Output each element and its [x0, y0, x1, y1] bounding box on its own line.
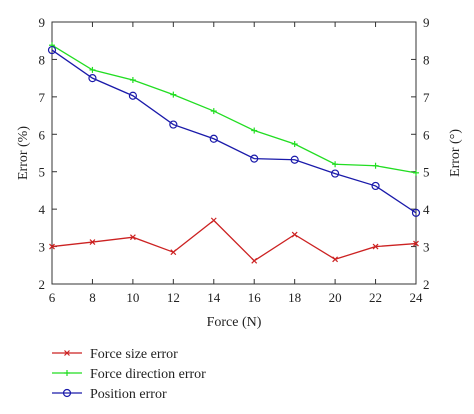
series-layer	[47, 42, 421, 264]
y-tick-label-left: 8	[39, 52, 46, 67]
data-point-series-1	[372, 243, 379, 250]
data-point-series-2	[89, 66, 96, 73]
x-tick-label: 24	[410, 290, 424, 305]
x-tick-label: 14	[207, 290, 221, 305]
x-tick-label: 18	[288, 290, 301, 305]
x-tick-label: 6	[49, 290, 56, 305]
data-point-series-1	[332, 256, 339, 263]
series-line-1	[51, 219, 417, 262]
legend-label: Force size error	[90, 347, 178, 362]
legend-item-3: Position error	[52, 387, 167, 402]
data-point-series-2	[210, 108, 217, 115]
data-point-series-3	[331, 169, 340, 178]
data-point-series-3	[290, 155, 299, 164]
legend: Force size error Force direction error Pos…	[52, 347, 206, 402]
legend-marker	[64, 370, 70, 376]
data-point-series-2	[49, 42, 55, 49]
legend-label: Position error	[90, 387, 167, 402]
x-axis-label: Force (N)	[207, 315, 262, 330]
x-tick-label: 10	[126, 290, 139, 305]
data-point-series-1	[49, 243, 55, 250]
y-tick-label-right: 6	[423, 127, 430, 142]
y-tick-label-right: 4	[423, 202, 430, 217]
series-line-3	[51, 49, 417, 214]
y-tick-label-left: 7	[39, 90, 46, 105]
y-tick-label-left: 3	[39, 240, 46, 255]
y-tick-label-left: 4	[39, 202, 46, 217]
x-tick-label: 8	[89, 290, 96, 305]
data-point-series-2	[372, 162, 379, 169]
data-point-series-2	[291, 141, 298, 148]
legend-label: Force direction error	[90, 367, 206, 382]
data-point-series-3	[47, 45, 57, 55]
y-tick-label-left: 6	[39, 127, 46, 142]
x-tick-label: 12	[167, 290, 180, 305]
y-tick-label-right: 3	[423, 240, 430, 255]
y-tick-label-right: 5	[423, 165, 430, 180]
series-line-2	[51, 44, 417, 174]
y-tick-label-right: 9	[423, 15, 430, 30]
tick-layer: 6 8 10 12 14 16 18 20 22 242 23 34 45 56 67 78 89 9	[39, 15, 431, 305]
legend-marker	[62, 388, 72, 398]
x-tick-label: 16	[248, 290, 262, 305]
data-point-series-3	[128, 91, 137, 100]
y-axis-label-right: Error (°)	[448, 129, 463, 177]
legend-item-2: Force direction error	[52, 367, 206, 382]
data-point-series-1	[291, 231, 298, 238]
data-point-series-2	[332, 161, 339, 168]
legend-item-1: Force size error	[52, 347, 178, 362]
legend-marker	[64, 350, 70, 356]
data-point-series-2	[413, 169, 419, 176]
data-point-series-3	[250, 154, 259, 163]
data-point-series-1	[129, 234, 136, 241]
y-tick-label-right: 2	[423, 277, 430, 292]
x-tick-label: 22	[369, 290, 382, 305]
data-point-series-3	[411, 208, 421, 217]
y-tick-label-right: 8	[423, 52, 430, 67]
y-tick-label-right: 7	[423, 90, 430, 105]
x-tick-label: 20	[329, 290, 342, 305]
data-point-series-1	[210, 217, 217, 224]
y-axis-label-left: Error (%)	[16, 126, 31, 180]
data-point-series-2	[251, 127, 258, 134]
data-point-series-3	[169, 120, 178, 129]
data-point-series-1	[89, 239, 96, 246]
plot-frame	[51, 21, 417, 285]
data-point-series-2	[129, 77, 136, 84]
data-point-series-1	[170, 249, 177, 256]
y-tick-label-left: 5	[39, 165, 46, 180]
data-point-series-3	[88, 74, 97, 83]
y-tick-label-left: 2	[39, 277, 46, 292]
y-tick-label-left: 9	[39, 15, 46, 30]
data-point-series-1	[413, 240, 419, 247]
data-point-series-2	[170, 91, 177, 98]
data-point-series-3	[209, 134, 218, 143]
data-point-series-1	[251, 257, 258, 264]
data-point-series-3	[371, 181, 380, 191]
